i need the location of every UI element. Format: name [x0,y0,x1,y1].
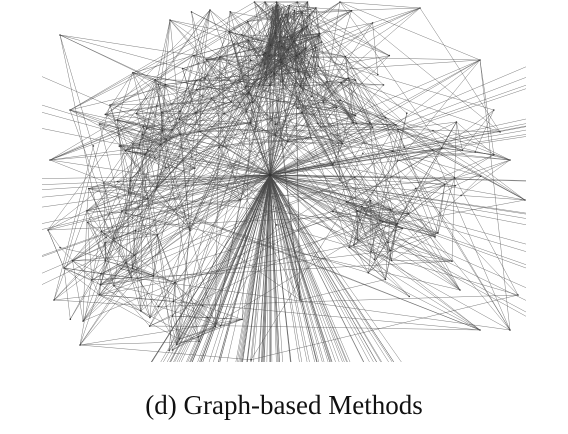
graph-hub-node [268,173,272,177]
network-graph [41,1,527,362]
figure-caption: (d) Graph-based Methods [145,390,423,420]
graph-edge-lines [41,1,527,362]
network-graph-panel [40,0,528,362]
graph-edges [41,1,527,362]
graph-nodes [47,1,526,361]
